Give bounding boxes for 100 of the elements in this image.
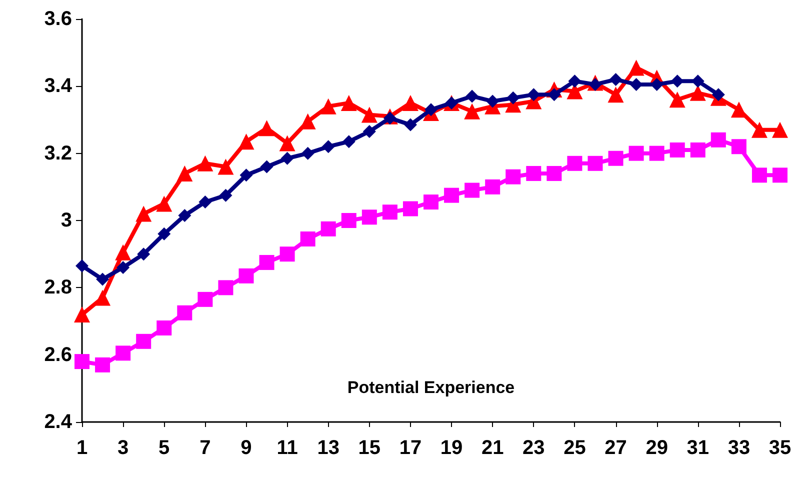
point xyxy=(198,292,213,307)
point xyxy=(74,354,90,370)
x-axis-title: Potential Experience xyxy=(347,378,515,397)
point xyxy=(628,146,644,161)
point xyxy=(670,74,684,88)
point xyxy=(506,91,520,104)
x-tick-label: 9 xyxy=(240,437,252,459)
point xyxy=(320,221,336,236)
point xyxy=(567,156,582,171)
point xyxy=(74,306,90,323)
point xyxy=(588,156,603,171)
point xyxy=(136,206,152,222)
point xyxy=(218,158,234,175)
point xyxy=(424,194,438,210)
point xyxy=(198,196,212,209)
x-tick-label: 33 xyxy=(728,437,750,459)
point xyxy=(156,320,172,336)
point xyxy=(95,357,110,372)
point xyxy=(526,166,542,181)
point xyxy=(260,160,274,174)
x-tick-label: 25 xyxy=(564,437,586,459)
x-tick-label: 19 xyxy=(440,437,463,459)
point xyxy=(137,248,150,261)
point xyxy=(362,210,377,225)
point xyxy=(340,94,357,111)
point xyxy=(404,118,417,132)
point xyxy=(382,204,398,220)
y-tick-label: 2.8 xyxy=(44,276,72,299)
x-tick-label: 21 xyxy=(481,437,504,459)
point xyxy=(486,94,500,108)
y-tick-label: 2.4 xyxy=(44,411,73,433)
y-tick-label: 3.6 xyxy=(44,8,72,30)
point xyxy=(710,132,726,148)
point xyxy=(197,155,214,172)
y-tick-label: 3.2 xyxy=(44,142,72,164)
point xyxy=(136,334,152,349)
point xyxy=(240,168,253,182)
point xyxy=(361,106,378,123)
point xyxy=(690,142,706,158)
point xyxy=(116,261,130,274)
point xyxy=(219,188,232,202)
y-tick-label: 3.4 xyxy=(44,75,73,98)
point xyxy=(772,122,788,138)
point xyxy=(116,346,131,361)
point xyxy=(341,213,356,228)
point xyxy=(506,169,521,184)
point xyxy=(485,179,500,194)
point xyxy=(279,135,296,152)
point xyxy=(300,231,316,246)
point xyxy=(342,135,356,148)
point xyxy=(94,290,111,306)
y-tick-label: 2.6 xyxy=(44,344,72,366)
x-tick-label: 13 xyxy=(317,437,340,459)
point xyxy=(650,78,664,91)
point xyxy=(546,166,562,181)
x-tick-label: 1 xyxy=(76,437,88,459)
x-tick-label: 17 xyxy=(399,437,422,459)
point xyxy=(322,140,335,154)
point xyxy=(548,88,561,102)
point xyxy=(752,168,767,183)
x-tick-label: 35 xyxy=(768,437,792,459)
x-tick-label: 31 xyxy=(686,437,710,459)
point xyxy=(402,94,418,111)
point xyxy=(712,88,725,102)
x-tick-label: 7 xyxy=(200,437,211,459)
point xyxy=(178,208,192,222)
x-tick-label: 15 xyxy=(358,437,381,459)
point xyxy=(301,146,314,160)
point xyxy=(609,72,622,86)
point xyxy=(280,246,295,262)
point xyxy=(669,92,686,108)
point xyxy=(156,196,172,212)
x-tick-label: 29 xyxy=(646,437,668,459)
point xyxy=(218,280,234,296)
point xyxy=(649,146,664,161)
point xyxy=(630,78,643,91)
y-tick-label: 3 xyxy=(60,210,72,232)
point xyxy=(670,142,685,158)
point xyxy=(464,103,480,120)
point xyxy=(464,182,480,198)
point xyxy=(608,86,624,103)
x-tick-label: 5 xyxy=(158,437,170,459)
point xyxy=(751,122,768,138)
point xyxy=(424,103,438,116)
x-tick-label: 3 xyxy=(117,437,129,459)
point xyxy=(280,152,294,165)
point xyxy=(527,88,540,102)
point xyxy=(588,78,602,91)
point xyxy=(259,254,274,270)
point xyxy=(258,120,275,136)
point xyxy=(115,244,132,260)
point xyxy=(320,98,336,114)
point xyxy=(608,150,624,166)
x-tick-label: 23 xyxy=(522,437,545,459)
point xyxy=(628,60,644,76)
point xyxy=(362,125,376,138)
point xyxy=(96,272,110,286)
point xyxy=(691,74,704,88)
point xyxy=(772,168,788,183)
x-tick-label: 11 xyxy=(276,437,298,459)
